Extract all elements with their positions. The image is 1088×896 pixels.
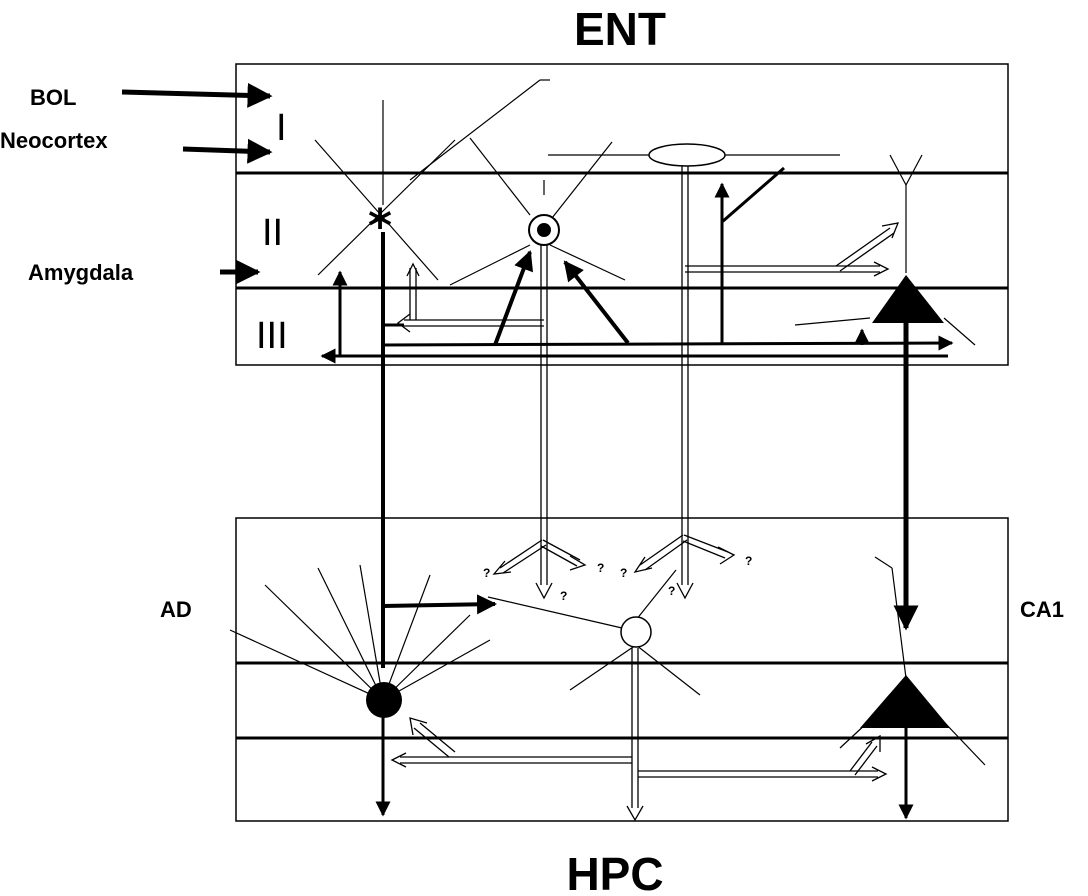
ad-label: AD [160, 597, 192, 622]
layer-2-axon-branches [492, 539, 587, 575]
hpc-interneuron-horizontal-right [638, 734, 888, 782]
layer-1-axon-branches [633, 534, 736, 574]
hpc-interneuron-dendrites [487, 569, 701, 696]
stellate-cell [314, 79, 550, 281]
layer-1-label: I [276, 107, 287, 149]
ent-box [235, 63, 1009, 366]
layer-2-label: II [262, 212, 283, 254]
neocortex-label: Neocortex [0, 128, 108, 153]
ent-title: ENT [574, 3, 666, 55]
uncertain-mark-1: ? [483, 566, 490, 580]
hpc-box [235, 517, 1009, 822]
layer-3-input-arrow-left [493, 250, 534, 346]
bol-label: BOL [30, 85, 76, 110]
layer-2-principal-cell [449, 137, 626, 286]
bol-input-arrow [121, 82, 273, 108]
layer-3-input-arrow-right [563, 260, 630, 345]
hpc-interneuron-soma-icon [620, 616, 652, 648]
amygdala-label: Amygdala [28, 260, 134, 285]
layer-3-label: III [256, 315, 288, 357]
layer-1-cell-axon [676, 166, 694, 600]
layer-3-fiber-right-end [382, 335, 954, 351]
uncertain-mark-2: ? [597, 561, 604, 575]
layer-2-cell-axon [535, 245, 553, 600]
neocortex-input-arrow [182, 138, 273, 164]
ca1-pyramidal-soma-icon [860, 675, 950, 728]
hpc-interneuron-horizontal-left [390, 752, 632, 768]
ca1-pyramidal-dendrites [839, 556, 986, 766]
uncertain-mark-5: ? [745, 554, 752, 568]
ad-cell-dendrites [229, 564, 491, 701]
uncertain-mark-4: ? [620, 566, 627, 580]
layer-1-horizontal-cell-icon [648, 143, 726, 167]
layer-2-open-projection-right [685, 222, 900, 277]
ad-cell-soma-icon [366, 682, 402, 718]
ca1-label: CA1 [1020, 597, 1064, 622]
hpc-interneuron-axon [626, 648, 644, 822]
uncertain-mark-3: ? [560, 589, 567, 603]
layer-2-cell-nucleus-icon [537, 223, 551, 237]
layer-3-pyramidal-soma-icon [872, 275, 944, 323]
uncertain-mark-6: ? [668, 584, 675, 598]
stellate-soma-icon: * [368, 199, 392, 253]
ad-open-input [409, 717, 456, 758]
hpc-title: HPC [566, 848, 663, 896]
layer-3-pyramidal-dendrites [794, 154, 976, 346]
layer-3-open-projection [396, 262, 544, 333]
layer-2-oblique-collateral [721, 166, 785, 224]
stellate-axon-hpc-branch [382, 594, 497, 615]
